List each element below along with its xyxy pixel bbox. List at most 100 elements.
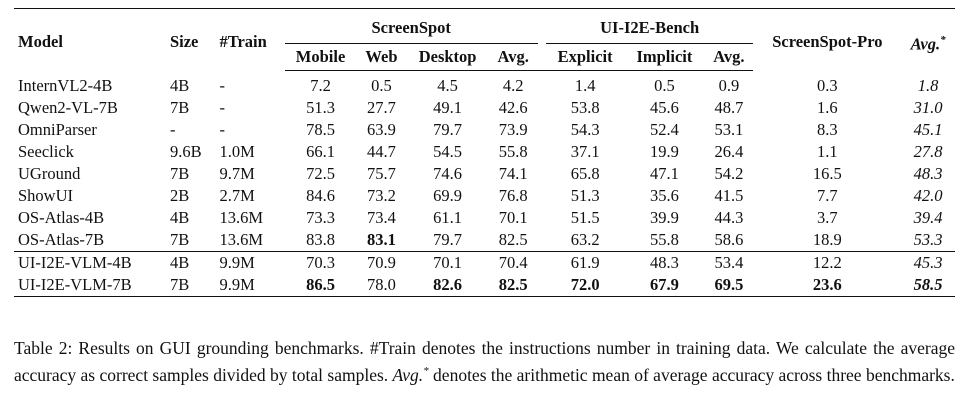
cell-train: -: [219, 120, 225, 139]
cell-web: 78.0: [356, 274, 407, 297]
header-train: #Train: [215, 8, 285, 71]
cell-explicit: 37.1: [570, 142, 600, 161]
cell-model: UI-I2E-VLM-4B: [14, 251, 166, 274]
cell-train: 1.0M: [219, 142, 255, 161]
cell-web: 27.7: [367, 98, 396, 117]
cell-desktop: 79.7: [433, 120, 463, 139]
cell-ss-avg: 70.1: [498, 208, 528, 227]
cell-size: 7B: [165, 274, 216, 297]
cell-avg: 45.1: [913, 120, 943, 139]
cell-ss-avg: 42.6: [498, 98, 528, 117]
cell-pro: 8.3: [817, 120, 838, 139]
cell-avg: 53.3: [913, 230, 943, 249]
cell-ui-avg: 48.7: [714, 98, 744, 117]
table-row: Seeclick 9.6B 1.0M 66.1 44.7 54.5 55.8 37.1 19.9…: [14, 141, 955, 163]
header-mobile: Mobile: [284, 43, 357, 71]
cell-implicit: 45.6: [649, 98, 679, 117]
cell-pro: 23.6: [753, 274, 902, 297]
cell-train: 9.7M: [219, 164, 255, 183]
cell-explicit: 1.4: [574, 76, 596, 95]
cell-ss-avg: 70.4: [488, 251, 538, 274]
cell-model: Seeclick: [18, 142, 74, 161]
cell-ui-avg: 54.2: [714, 164, 744, 183]
table-row: Qwen2-VL-7B 7B - 51.3 27.7 49.1 42.6 53.8 45.6 48…: [14, 97, 955, 119]
cell-mobile: 86.5: [284, 274, 357, 297]
table-row: OmniParser - - 78.5 63.9 79.7 73.9 54.3 52.4 53.1…: [14, 119, 955, 141]
cell-model: OmniParser: [18, 120, 97, 139]
header-web: Web: [356, 43, 407, 71]
cell-mobile: 51.3: [306, 98, 335, 117]
table-row: UI-I2E-VLM-7B 7B 9.9M 86.5 78.0 82.6 82.5 72.0 6…: [14, 274, 955, 297]
cell-pro: 1.1: [817, 142, 838, 161]
cell-desktop: 49.1: [433, 98, 463, 117]
cell-explicit: 54.3: [570, 120, 600, 139]
cell-ui-avg: 41.5: [714, 186, 744, 205]
header-ui-avg: Avg.: [704, 43, 754, 71]
cell-web: 73.2: [367, 186, 396, 205]
cell-explicit: 61.9: [545, 251, 625, 274]
cell-train: 2.7M: [219, 186, 255, 205]
cell-explicit: 53.8: [570, 98, 600, 117]
cell-ui-avg: 53.4: [704, 251, 754, 274]
caption-prefix: Table 2: Results on GUI grounding benchm…: [14, 338, 955, 385]
cell-pro: 0.3: [817, 75, 838, 95]
cell-size: 7B: [169, 98, 190, 117]
cell-size: 2B: [169, 186, 190, 205]
cell-desktop: 82.6: [406, 274, 489, 297]
cell-avg: 45.3: [901, 251, 955, 274]
cell-avg: 48.3: [913, 164, 943, 183]
cell-explicit: 63.2: [570, 230, 600, 249]
cell-implicit: 55.8: [649, 230, 679, 249]
cell-implicit: 48.3: [624, 251, 705, 274]
cell-ss-avg: 73.9: [498, 120, 528, 139]
cell-implicit: 67.9: [624, 274, 705, 297]
table-body: InternVL2-4B 4B - 7.2 0.5 4.5 4.2 1.4 0.5 0.9 0.3 1…: [14, 71, 955, 297]
cell-web: 0.5: [371, 76, 392, 95]
cell-model: OS-Atlas-4B: [18, 208, 105, 227]
cell-ss-avg: 55.8: [498, 142, 528, 161]
cell-ui-avg: 69.5: [704, 274, 754, 297]
header-implicit: Implicit: [624, 43, 705, 71]
header-ui-i2e-bench: UI-I2E-Bench: [545, 8, 754, 44]
header-ss-avg: Avg.: [488, 43, 538, 71]
cell-pro: 12.2: [753, 251, 902, 274]
results-table: Model Size #Train ScreenSpot UI-I2E-Benc…: [14, 8, 955, 297]
cell-model: InternVL2-4B: [18, 75, 113, 95]
cell-train: 13.6M: [219, 208, 263, 227]
header-avg-star: Avg.*: [901, 8, 955, 71]
cell-desktop: 70.1: [406, 251, 489, 274]
cell-web: 63.9: [367, 120, 396, 139]
caption-suffix: denotes the arithmetic mean of average a…: [428, 364, 955, 385]
cell-ss-avg: 82.5: [488, 274, 538, 297]
cell-mobile: 83.8: [306, 230, 335, 249]
cell-avg: 1.8: [917, 75, 939, 95]
cell-implicit: 47.1: [649, 164, 679, 183]
header-model: Model: [14, 8, 166, 71]
cell-web: 44.7: [367, 142, 396, 161]
cell-web: 83.1: [367, 230, 396, 249]
cell-desktop: 61.1: [433, 208, 463, 227]
cell-train: 9.9M: [215, 274, 285, 297]
cell-desktop: 54.5: [433, 142, 463, 161]
cell-size: 7B: [169, 230, 190, 249]
cell-size: 9.6B: [169, 142, 202, 161]
cell-explicit: 51.5: [570, 208, 600, 227]
cell-model: UGround: [18, 164, 81, 183]
cell-avg: 42.0: [913, 186, 943, 205]
cell-train: 13.6M: [219, 230, 263, 249]
cell-avg: 27.8: [913, 142, 943, 161]
cell-pro: 16.5: [812, 164, 842, 183]
cell-implicit: 0.5: [654, 76, 675, 95]
cell-size: -: [169, 120, 176, 139]
cell-ss-avg: 76.8: [498, 186, 528, 205]
cell-ss-avg: 4.2: [502, 76, 524, 95]
cell-web: 70.9: [356, 251, 407, 274]
cell-mobile: 70.3: [284, 251, 357, 274]
cell-avg: 31.0: [913, 98, 943, 117]
cell-mobile: 66.1: [306, 142, 335, 161]
cell-pro: 18.9: [812, 230, 842, 249]
cell-desktop: 79.7: [433, 230, 463, 249]
cell-explicit: 65.8: [570, 164, 600, 183]
table-row: InternVL2-4B 4B - 7.2 0.5 4.5 4.2 1.4 0.5 0.9 0.3 1…: [14, 71, 955, 98]
header-row-subcolumns: Mobile Web Desktop Avg. Explicit Implici…: [14, 43, 955, 71]
